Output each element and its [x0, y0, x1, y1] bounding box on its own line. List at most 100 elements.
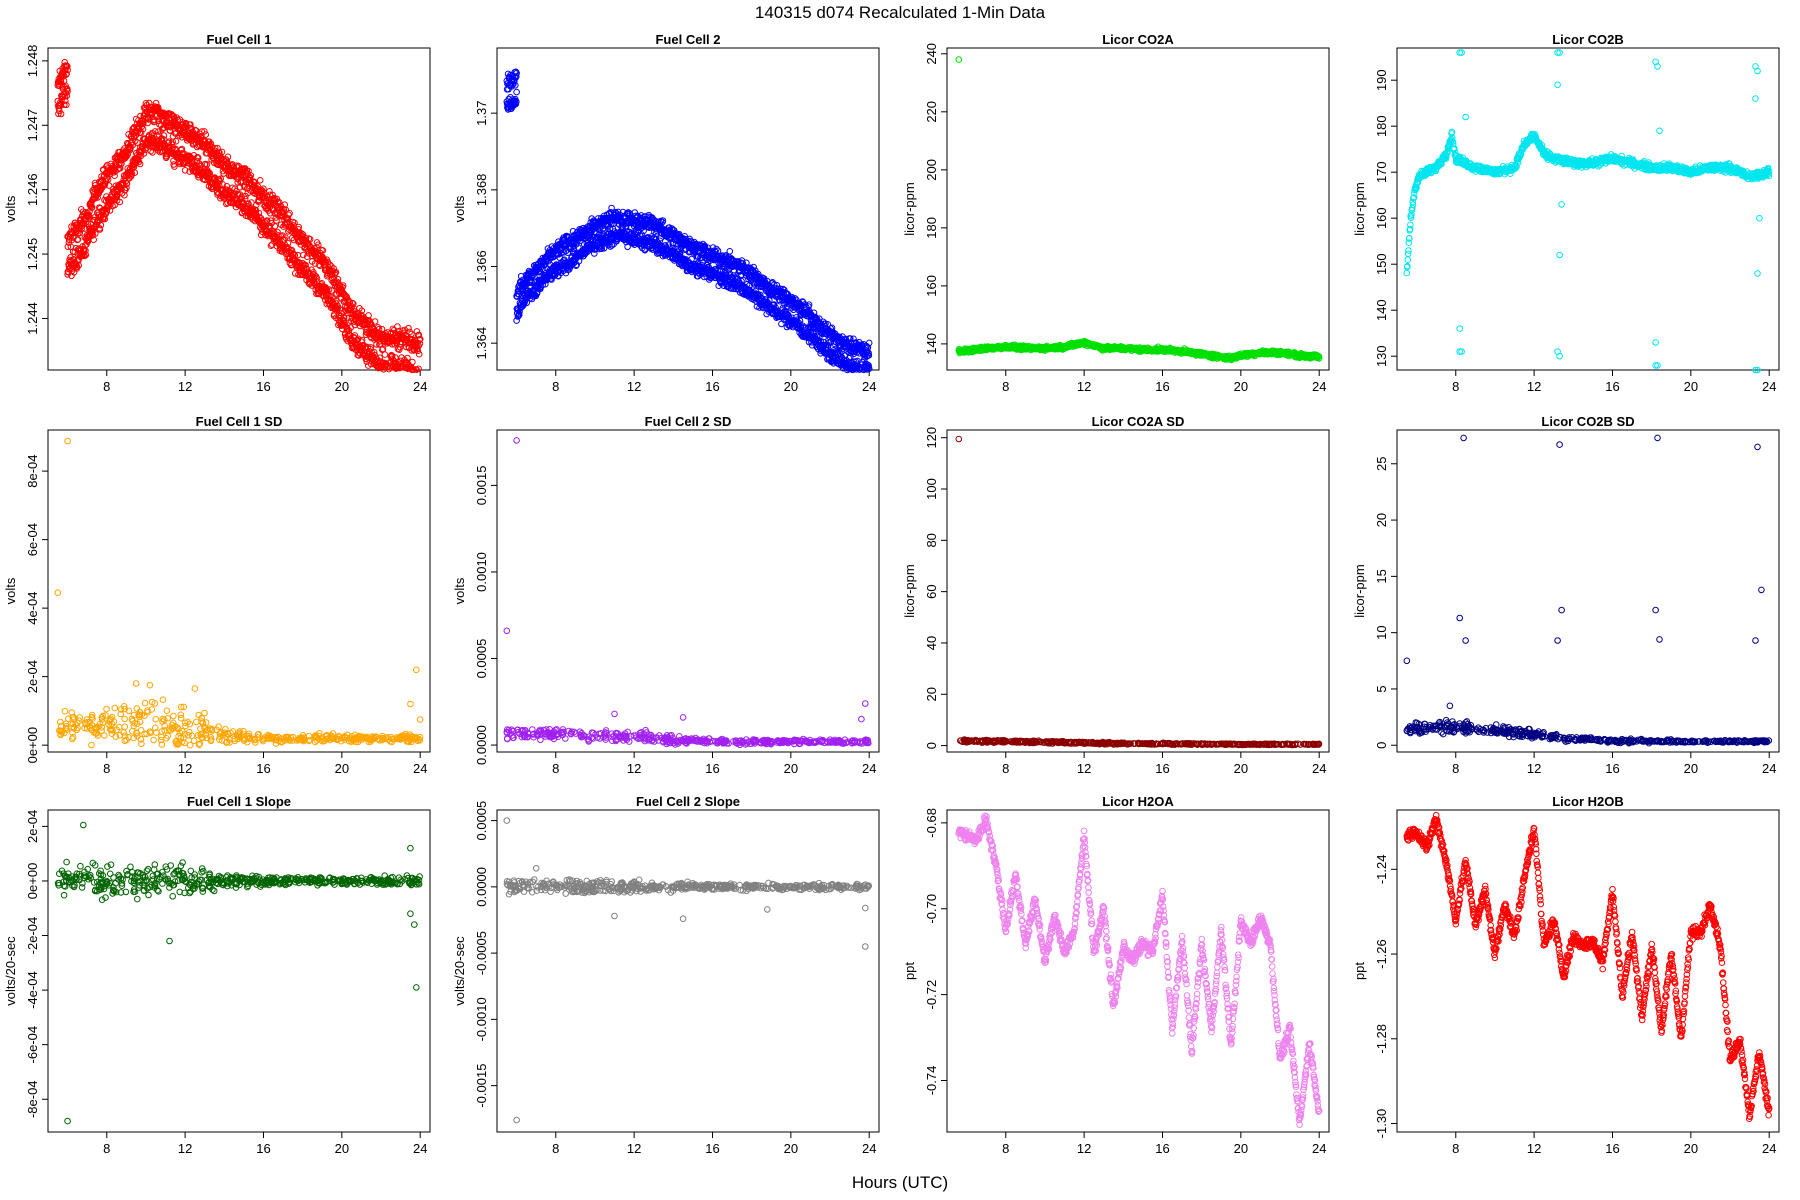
- data-point: [381, 351, 389, 358]
- data-point: [282, 234, 289, 241]
- data-point: [211, 174, 219, 181]
- data-point: [191, 126, 199, 134]
- y-tick-label: 140: [924, 333, 939, 355]
- x-tick-label: 20: [1234, 379, 1248, 394]
- data-point: [300, 251, 307, 259]
- data-point: [96, 226, 104, 233]
- data-point: [128, 170, 136, 177]
- data-point: [285, 211, 292, 219]
- data-point: [57, 110, 65, 118]
- y-tick-label: 1.244: [25, 302, 40, 335]
- y-tick-label: 200: [924, 159, 939, 181]
- data-point: [183, 121, 190, 129]
- data-point: [211, 145, 219, 152]
- data-point: [260, 185, 267, 192]
- data-point: [271, 223, 279, 230]
- data-point: [152, 99, 160, 107]
- data-point: [313, 275, 321, 282]
- panel-title: Fuel Cell 1: [206, 32, 271, 47]
- data-point: [216, 149, 223, 156]
- data-point: [236, 184, 244, 191]
- data-point: [336, 306, 344, 313]
- y-tick-label: 1.364: [474, 327, 489, 360]
- data-point: [160, 124, 168, 131]
- x-tick-label: 8: [552, 379, 559, 394]
- chart-panel: Fuel Cell 18 12 16 20 241.2441.2451.2461.247…: [3, 32, 431, 394]
- data-point: [105, 182, 113, 189]
- data-point: [149, 149, 156, 156]
- data-point: [206, 138, 213, 146]
- x-tick-label: 20: [784, 379, 798, 394]
- data-point: [64, 88, 71, 95]
- data-point: [136, 160, 144, 168]
- data-point: [333, 297, 340, 305]
- data-point: [81, 225, 89, 232]
- data-point: [778, 320, 785, 328]
- y-tick-label: 1.37: [474, 101, 489, 126]
- x-tick-label: 24: [1312, 379, 1326, 394]
- data-point: [75, 262, 82, 269]
- figure-title: 140315 d074 Recalculated 1-Min Data: [755, 3, 1046, 22]
- data-point: [306, 236, 314, 243]
- data-points: [503, 68, 873, 374]
- data-point: [63, 70, 70, 78]
- x-tick-label: 20: [335, 379, 349, 394]
- y-axis-label: volts: [3, 195, 18, 222]
- data-point: [273, 217, 280, 224]
- y-tick-label: 1.248: [25, 45, 40, 78]
- data-point: [340, 316, 347, 324]
- data-point: [90, 236, 97, 243]
- y-tick-label: 160: [924, 275, 939, 297]
- data-point: [207, 140, 215, 147]
- data-point: [726, 248, 734, 255]
- data-point: [247, 172, 255, 179]
- data-point: [92, 230, 99, 237]
- y-axis-label: licor-ppm: [902, 182, 917, 235]
- data-point: [82, 251, 90, 259]
- data-point: [131, 169, 139, 176]
- data-point: [261, 219, 269, 226]
- panel-title: Fuel Cell 2: [655, 32, 720, 47]
- data-point: [102, 175, 109, 183]
- x-tick-label: 8: [103, 379, 110, 394]
- x-tick-label: 16: [705, 379, 719, 394]
- data-point: [339, 282, 347, 289]
- data-point: [332, 269, 339, 277]
- data-point: [275, 199, 283, 206]
- data-point: [194, 153, 201, 161]
- data-point: [140, 150, 148, 157]
- data-point: [61, 101, 68, 108]
- x-tick-label: 24: [413, 379, 427, 394]
- data-point: [97, 221, 105, 229]
- data-point: [159, 125, 166, 133]
- data-point: [251, 179, 258, 186]
- y-tick-label: 1.247: [25, 109, 40, 142]
- data-point: [123, 184, 130, 191]
- x-tick-label: 8: [1002, 379, 1009, 394]
- x-tick-label: 12: [178, 379, 192, 394]
- data-point: [160, 140, 167, 147]
- data-point: [116, 198, 124, 206]
- data-point: [302, 261, 309, 269]
- panel-title: Licor CO2A: [1102, 32, 1174, 47]
- data-point: [64, 243, 72, 250]
- data-point: [254, 183, 262, 190]
- data-point: [286, 210, 293, 217]
- data-point: [181, 167, 189, 174]
- data-point: [334, 304, 342, 311]
- data-point: [256, 177, 264, 184]
- data-point: [290, 250, 297, 258]
- data-point: [233, 187, 240, 195]
- chart-panel: Fuel Cell 28 12 16 20 241.3641.3661.3681.37v…: [452, 32, 880, 394]
- data-point: [343, 293, 351, 301]
- data-point: [89, 228, 97, 235]
- data-point: [145, 99, 153, 107]
- x-tick-label: 24: [862, 379, 876, 394]
- y-tick-label: 1.245: [25, 238, 40, 271]
- data-point: [118, 160, 125, 167]
- data-point: [266, 188, 273, 195]
- data-point: [346, 299, 354, 307]
- x-tick-label: 12: [1077, 379, 1091, 394]
